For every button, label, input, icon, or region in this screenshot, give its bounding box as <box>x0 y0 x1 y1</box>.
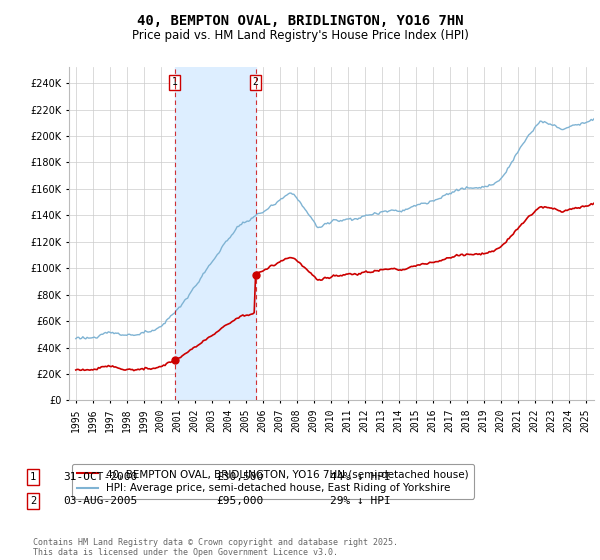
Text: 31-OCT-2000: 31-OCT-2000 <box>63 472 137 482</box>
Text: Price paid vs. HM Land Registry's House Price Index (HPI): Price paid vs. HM Land Registry's House … <box>131 29 469 42</box>
Text: £95,000: £95,000 <box>216 496 263 506</box>
Text: Contains HM Land Registry data © Crown copyright and database right 2025.
This d: Contains HM Land Registry data © Crown c… <box>33 538 398 557</box>
Bar <box>175 67 256 400</box>
Text: 29% ↓ HPI: 29% ↓ HPI <box>330 496 391 506</box>
Text: 03-AUG-2005: 03-AUG-2005 <box>63 496 137 506</box>
Text: £30,500: £30,500 <box>216 472 263 482</box>
Legend: 40, BEMPTON OVAL, BRIDLINGTON, YO16 7HN (semi-detached house), HPI: Average pric: 40, BEMPTON OVAL, BRIDLINGTON, YO16 7HN … <box>71 464 474 498</box>
Text: 1: 1 <box>172 77 178 87</box>
Text: 44% ↓ HPI: 44% ↓ HPI <box>330 472 391 482</box>
Text: 2: 2 <box>253 77 259 87</box>
Text: 40, BEMPTON OVAL, BRIDLINGTON, YO16 7HN: 40, BEMPTON OVAL, BRIDLINGTON, YO16 7HN <box>137 14 463 28</box>
Text: 2: 2 <box>30 496 36 506</box>
Text: 1: 1 <box>30 472 36 482</box>
